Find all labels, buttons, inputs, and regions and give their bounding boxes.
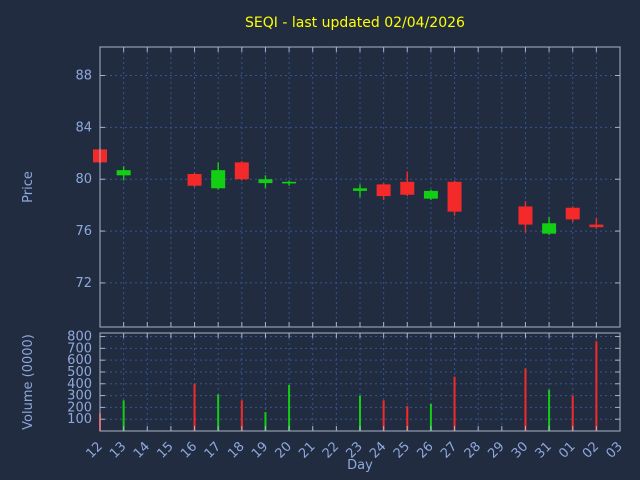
price-tick-label: 84 — [75, 120, 92, 135]
x-tick-label: 27 — [438, 439, 460, 461]
volume-bars — [99, 341, 598, 431]
x-tick-label: 22 — [320, 439, 342, 461]
x-tick-label: 02 — [580, 439, 602, 461]
gridlines — [99, 47, 621, 431]
candle-down — [447, 181, 462, 212]
candle-up — [211, 170, 226, 189]
volume-tick-label: 800 — [67, 330, 92, 345]
price-axis-label: Price — [21, 171, 36, 203]
x-tick-label: 30 — [509, 439, 531, 461]
candle-down — [589, 224, 604, 228]
price-tick-label: 76 — [75, 224, 92, 239]
x-tick-label: 21 — [296, 439, 318, 461]
price-tick-label: 88 — [75, 69, 92, 84]
candle-up — [353, 188, 367, 191]
candle-up — [258, 179, 273, 184]
x-tick-label: 28 — [462, 439, 484, 461]
x-tick-label: 26 — [414, 439, 436, 461]
candle-up — [282, 181, 297, 184]
volume-tick-label: 700 — [67, 341, 92, 356]
volume-tick-label: 600 — [67, 353, 92, 368]
price-tick-label: 80 — [75, 172, 92, 187]
x-tick-label: 29 — [485, 439, 507, 461]
candle-down — [234, 162, 249, 180]
volume-tick-label: 100 — [67, 412, 92, 427]
candle-up — [423, 190, 438, 199]
candle-up — [116, 170, 131, 176]
x-tick-label: 31 — [533, 439, 555, 461]
candle-up — [542, 223, 557, 234]
x-tick-label: 25 — [391, 439, 413, 461]
x-tick-label: 20 — [273, 439, 295, 461]
volume-tick-label: 300 — [67, 389, 92, 404]
price-tick-label: 72 — [75, 276, 92, 291]
x-tick-label: 15 — [154, 439, 176, 461]
x-tick-label: 13 — [107, 439, 129, 461]
chart-title: SEQI - last updated 02/04/2026 — [245, 15, 465, 31]
candle-down — [376, 184, 391, 197]
tick-marks — [99, 47, 621, 431]
candle-down — [400, 181, 415, 195]
candlesticks — [93, 148, 604, 235]
x-tick-label: 12 — [84, 439, 106, 461]
x-tick-label: 17 — [202, 439, 224, 461]
x-tick-label: 01 — [556, 439, 578, 461]
volume-tick-label: 500 — [67, 365, 92, 380]
candle-down — [187, 174, 202, 186]
x-tick-label: 03 — [604, 439, 626, 461]
x-tick-label: 18 — [225, 439, 247, 461]
volume-tick-label: 400 — [67, 377, 92, 392]
x-tick-label: 14 — [131, 439, 153, 461]
volume-tick-label: 200 — [67, 400, 92, 415]
x-axis-label: Day — [347, 458, 373, 473]
volume-axis-label: Volume (0000) — [21, 334, 36, 430]
candle-down — [518, 206, 533, 225]
x-tick-label: 16 — [178, 439, 200, 461]
x-tick-label: 19 — [249, 439, 271, 461]
candle-down — [565, 207, 580, 220]
